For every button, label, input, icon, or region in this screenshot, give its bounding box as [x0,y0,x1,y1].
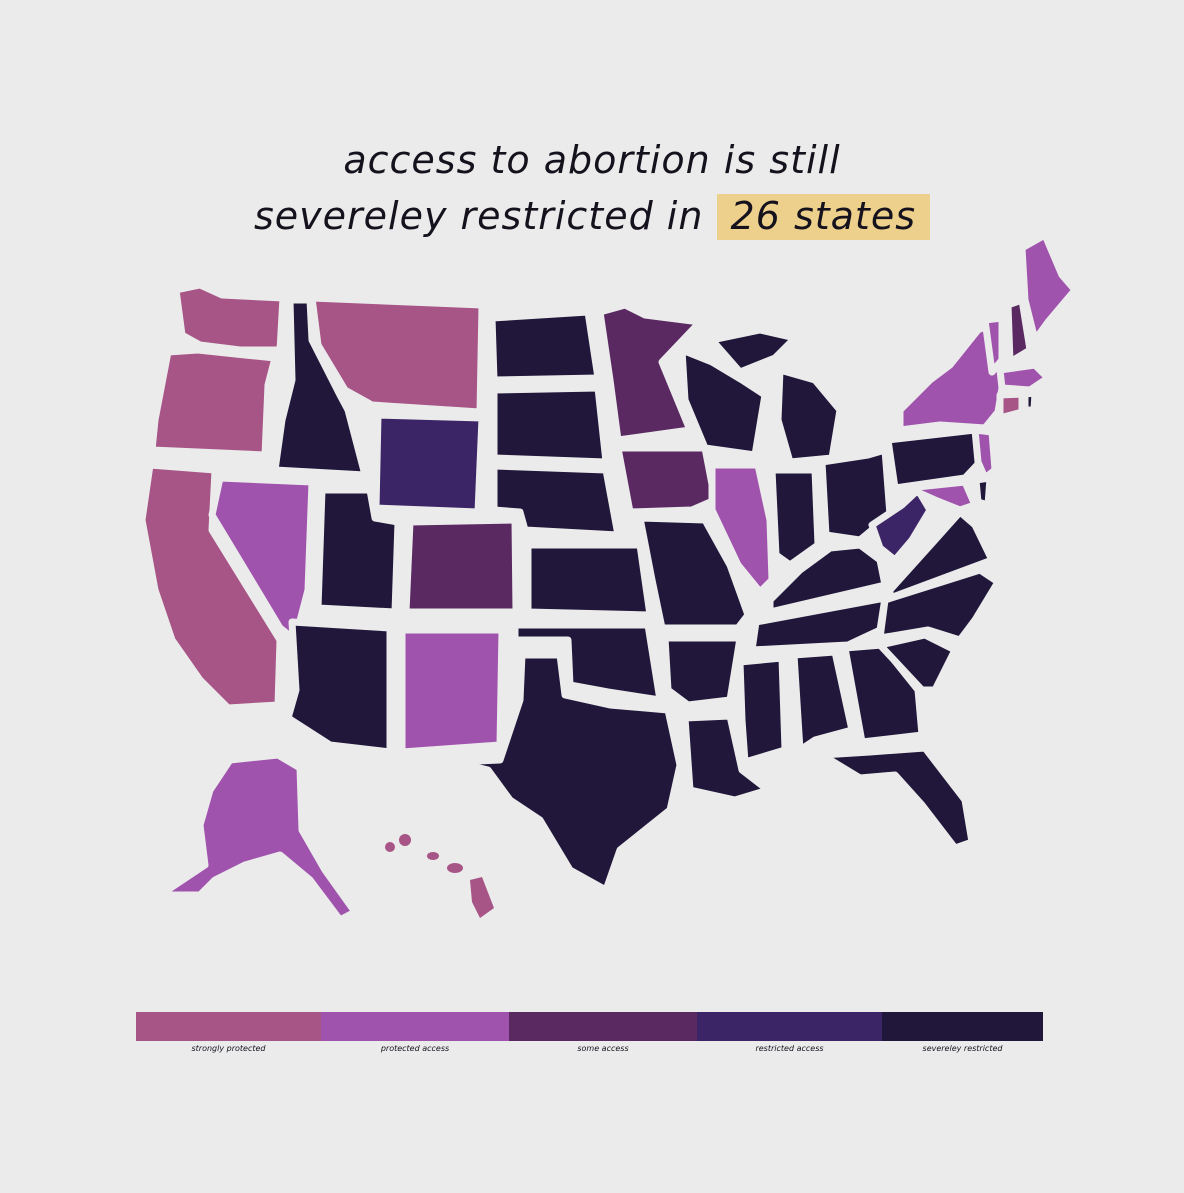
state-GA [841,641,926,746]
state-SC [876,631,959,694]
state-LA [681,712,772,804]
legend-label-severe: severeley restricted [922,1044,1003,1053]
state-NE [490,462,622,539]
state-VT [981,314,1006,376]
state-ME [1018,231,1079,344]
legend-swatch-some [509,1012,697,1041]
legend-labels: strongly protected protected access some a… [136,1044,1043,1058]
state-OR [148,346,279,459]
legend-swatch-restricted [697,1012,882,1041]
legend-swatch-protected [321,1012,509,1041]
state-RI [1021,389,1039,414]
title-highlight: 26 states [716,194,931,240]
state-AL [790,648,856,754]
title-line-1: access to abortion is still [343,138,841,182]
state-AZ [284,618,394,756]
legend-label-restricted: restricted access [755,1044,824,1053]
state-IA [614,444,719,516]
legend-label-some: some access [577,1044,629,1053]
state-MS [736,654,789,766]
state-NC [876,566,1002,644]
state-VA [886,508,996,602]
state-MA [996,361,1052,394]
state-NM [398,626,506,756]
state-ID [271,296,369,479]
state-TN [748,594,889,654]
legend-swatch-strongly [136,1012,321,1041]
title-line-2: severeley restricted in 26 states [0,194,1184,240]
state-NJ [971,426,999,482]
state-KS [524,541,654,619]
state-AK [156,751,359,924]
legend-bar [136,1012,1043,1041]
state-IN [768,466,822,569]
title-prefix: severeley restricted in [253,194,704,238]
state-MN [596,301,704,444]
state-UT [314,486,402,616]
state-MD [904,478,979,514]
state-ND [488,308,602,384]
state-NH [1004,296,1034,366]
state-DE [972,474,994,509]
state-SD [490,384,610,466]
state-AR [661,634,744,709]
state-WV [868,486,934,564]
state-CO [402,516,520,616]
state-WY [372,411,486,516]
state-HI [385,834,494,918]
state-IL [708,461,776,596]
state-WA [172,281,287,354]
state-PA [884,426,984,492]
legend-swatch-severe [882,1012,1043,1041]
state-FL [818,744,976,852]
state-OK [511,621,664,704]
state-KY [766,541,889,616]
state-TX [451,651,684,894]
state-WI [678,346,769,459]
legend-label-strongly: strongly protected [191,1044,266,1053]
state-CT [996,390,1026,422]
us-map [142,231,1079,924]
state-MT [308,294,486,416]
legend-label-protected: protected access [380,1044,450,1053]
state-MO [636,514,752,632]
